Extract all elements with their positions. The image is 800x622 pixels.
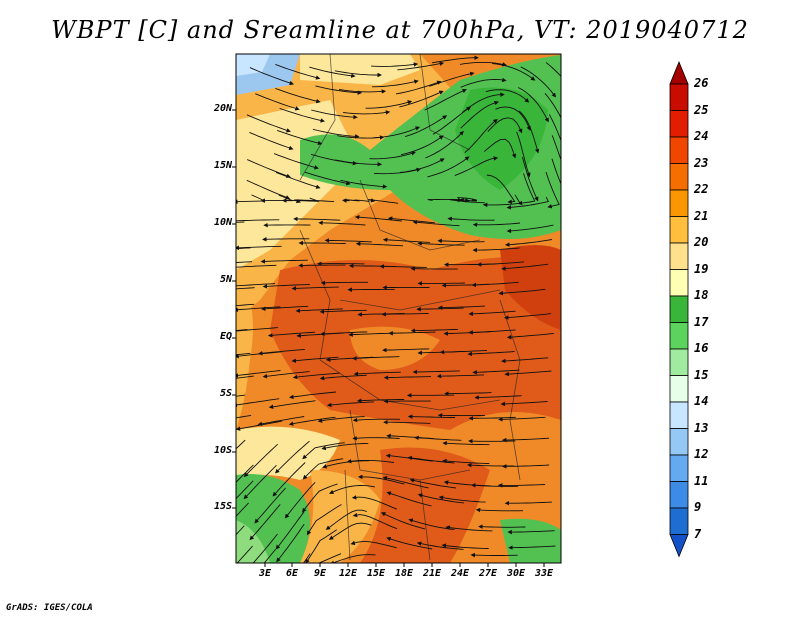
lon-tick-label: 27E xyxy=(474,568,502,579)
colorbar-swatch xyxy=(670,482,688,509)
colorbar-swatch xyxy=(670,429,688,456)
streamline xyxy=(413,269,458,270)
colorbar-label: 9 xyxy=(694,500,701,514)
streamline xyxy=(473,555,518,556)
colorbar-swatch xyxy=(670,323,688,350)
colorbar-swatch xyxy=(670,455,688,482)
colorbar-swatch xyxy=(670,217,688,244)
colorbar-swatch xyxy=(670,111,688,138)
colorbar-label: 12 xyxy=(694,447,708,461)
colorbar-swatch xyxy=(670,270,688,297)
colorbar-swatch xyxy=(670,376,688,403)
lat-tick-label: 15S xyxy=(196,501,232,512)
colorbar-label: 14 xyxy=(694,394,708,408)
lon-tick-label: 18E xyxy=(390,568,418,579)
lon-tick-label: 15E xyxy=(362,568,390,579)
colorbar-label: 21 xyxy=(694,209,708,223)
colorbar-swatch xyxy=(670,164,688,191)
lon-tick-label: 33E xyxy=(530,568,558,579)
colorbar-bottom-arrow xyxy=(670,535,688,557)
colorbar xyxy=(670,62,688,557)
lat-tick-label: 10N xyxy=(196,217,232,228)
colorbar-swatch xyxy=(670,84,688,111)
lat-tick-label: EQ xyxy=(196,331,232,342)
colorbar-swatch xyxy=(670,349,688,376)
lon-tick-label: 9E xyxy=(306,568,334,579)
lat-tick-label: 10S xyxy=(196,445,232,456)
lon-tick-label: 6E xyxy=(278,568,306,579)
lon-tick-label: 12E xyxy=(334,568,362,579)
colorbar-swatch xyxy=(670,508,688,535)
colorbar-swatch xyxy=(670,137,688,164)
streamline xyxy=(323,282,368,283)
colorbar-label: 20 xyxy=(694,235,708,249)
colorbar-label: 24 xyxy=(694,129,708,143)
lat-tick-label: 20N xyxy=(196,103,232,114)
lon-tick-label: 3E xyxy=(251,568,279,579)
lon-tick-label: 24E xyxy=(446,568,474,579)
colorbar-swatch xyxy=(670,243,688,270)
colorbar-label: 16 xyxy=(694,341,708,355)
colorbar-label: 18 xyxy=(694,288,708,302)
colorbar-label: 23 xyxy=(694,156,708,170)
lon-tick-label: 21E xyxy=(418,568,446,579)
colorbar-label: 15 xyxy=(694,368,708,382)
lat-tick-label: 5S xyxy=(196,388,232,399)
colorbar-top-arrow xyxy=(670,62,688,84)
lat-tick-label: 5N xyxy=(196,274,232,285)
colorbar-label: 26 xyxy=(694,76,708,90)
credit-label: GrADS: IGES/COLA xyxy=(6,603,93,613)
colorbar-label: 17 xyxy=(694,315,708,329)
lat-tick-label: 15N xyxy=(196,160,232,171)
colorbar-label: 22 xyxy=(694,182,708,196)
colorbar-swatch xyxy=(670,190,688,217)
colorbar-label: 13 xyxy=(694,421,708,435)
colorbar-label: 19 xyxy=(694,262,708,276)
colorbar-swatch xyxy=(670,296,688,323)
colorbar-swatch xyxy=(670,402,688,429)
colorbar-label: 11 xyxy=(694,474,708,488)
streamline xyxy=(301,243,346,244)
colorbar-label: 7 xyxy=(694,527,701,541)
temperature-field xyxy=(199,54,576,590)
lon-tick-label: 30E xyxy=(502,568,530,579)
colorbar-label: 25 xyxy=(694,103,708,117)
